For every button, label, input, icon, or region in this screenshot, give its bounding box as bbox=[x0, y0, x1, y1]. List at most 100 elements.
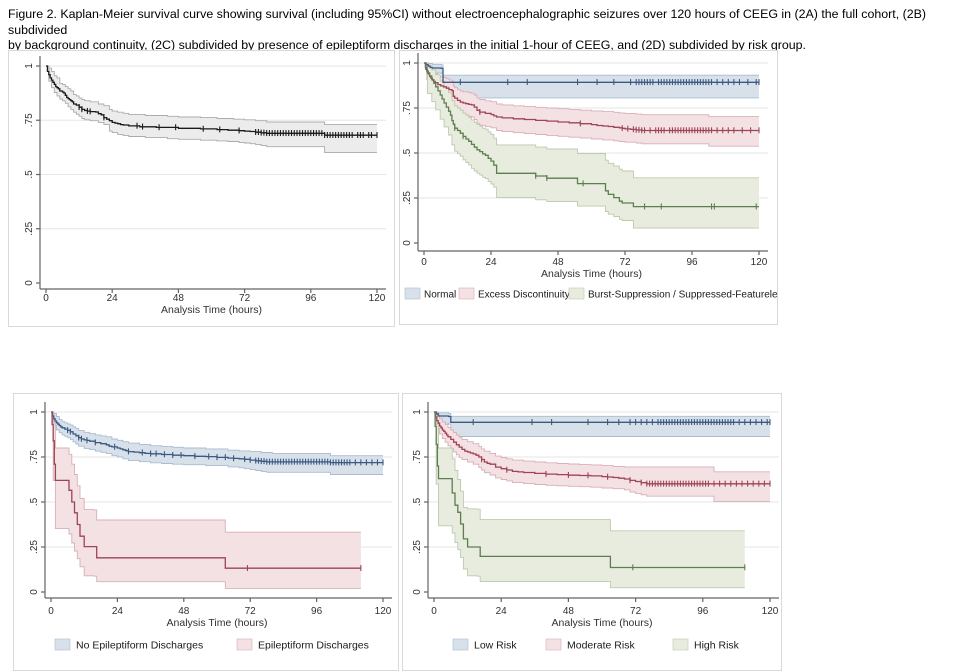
x-tick-label: 0 bbox=[48, 606, 54, 617]
legend-swatch-normal bbox=[404, 287, 421, 300]
x-tick-label: 120 bbox=[751, 257, 768, 268]
y-tick-label: 1 bbox=[29, 409, 40, 415]
x-axis: 0 24 48 72 96 120 Analysis Time (hours) bbox=[428, 597, 779, 629]
y-tick-label: 1 bbox=[402, 60, 413, 66]
x-tick-label: 48 bbox=[563, 606, 575, 617]
legend-item-excess-discontinuity: Excess Discontinuity bbox=[458, 287, 570, 301]
x-tick-label: 96 bbox=[697, 606, 709, 617]
x-tick-label: 48 bbox=[552, 257, 564, 268]
km-line-epileptiform-discharges bbox=[51, 411, 361, 569]
x-axis: 0 24 48 72 96 120 Analysis Time (hours) bbox=[418, 250, 768, 280]
x-axis-title: Analysis Time (hours) bbox=[161, 304, 262, 316]
censor-ticks-full-cohort bbox=[78, 104, 378, 139]
x-tick-label: 24 bbox=[496, 606, 508, 617]
km-line-low-risk bbox=[434, 411, 770, 423]
legend: Low Risk Moderate Risk High Risk bbox=[452, 638, 740, 652]
km-line-burst-suppression bbox=[424, 62, 759, 208]
panel-2a-full-cohort: 0 24 48 72 96 120 Analysis Time (hours) 0 .25 .5.… bbox=[8, 50, 395, 327]
x-axis-title: Analysis Time (hours) bbox=[167, 617, 268, 629]
x-axis: 0 24 48 72 96 120 Analysis Time (hours) bbox=[45, 597, 392, 629]
y-tick-label: 0 bbox=[412, 589, 423, 595]
y-tick-label: 1 bbox=[412, 409, 423, 415]
x-tick-label: 0 bbox=[421, 257, 427, 268]
legend-swatch-moderate-risk bbox=[545, 638, 562, 651]
x-tick-label: 48 bbox=[178, 606, 190, 617]
km-line-normal bbox=[424, 62, 759, 83]
x-tick-label: 24 bbox=[112, 606, 124, 617]
censor-ticks-burst-suppression bbox=[454, 124, 757, 210]
censor-ticks-epileptiform-discharges bbox=[246, 565, 362, 572]
y-tick-label: .5 bbox=[29, 497, 40, 506]
censor-ticks-no-epileptiform-discharges bbox=[67, 427, 384, 466]
y-tick-label: .25 bbox=[402, 191, 413, 205]
x-tick-label: 120 bbox=[762, 606, 779, 617]
legend-swatch-epileptiform-discharges bbox=[236, 638, 253, 651]
ci-band-full-cohort bbox=[46, 65, 377, 154]
x-tick-label: 72 bbox=[239, 293, 251, 304]
panel-2c-epileptiform-discharges: 0 24 48 72 96 120 Analysis Time (hours) 0 .25 .5.… bbox=[13, 393, 399, 671]
y-axis: 0 .25 .5 .75 1 bbox=[402, 53, 419, 251]
legend-swatch-high-risk bbox=[672, 638, 689, 651]
legend-label-burst-suppression: Burst-Suppression / Suppressed-Featurele… bbox=[588, 290, 777, 301]
y-tick-label: .75 bbox=[402, 101, 413, 115]
censor-ticks-excess-discontinuity bbox=[479, 108, 760, 134]
panel-2d-risk-group: 0 24 48 72 96 120 Analysis Time (hours) 0 .25 .5 .… bbox=[402, 393, 782, 671]
km-line-high-risk bbox=[434, 411, 745, 569]
y-tick-label: .75 bbox=[29, 450, 40, 464]
km-chart-2d-risk-group: 0 24 48 72 96 120 Analysis Time (hours) 0 .25 .5 .… bbox=[412, 402, 779, 652]
legend-label-excess-discontinuity: Excess Discontinuity bbox=[478, 290, 570, 301]
legend-item-no-epileptiform-discharges: No Epileptiform Discharges bbox=[54, 638, 203, 652]
legend-item-epileptiform-discharges: Epileptiform Discharges bbox=[236, 638, 369, 652]
legend-item-moderate-risk: Moderate Risk bbox=[545, 638, 635, 652]
panel-2b-background-continuity: 0 24 48 72 96 120 Analysis Time (hours) 0 .25 .5.… bbox=[399, 50, 778, 325]
y-axis: 0 .25 .5 .75 1 bbox=[29, 402, 46, 598]
y-tick-label: 0 bbox=[24, 280, 35, 286]
y-tick-label: 1 bbox=[24, 63, 35, 69]
y-tick-label: .75 bbox=[412, 450, 423, 464]
ci-band-high-risk bbox=[434, 411, 745, 589]
legend-item-high-risk: High Risk bbox=[672, 638, 740, 652]
legend-swatch-excess-discontinuity bbox=[458, 287, 475, 300]
legend: Normal Excess Discontinuity Burst-Suppress… bbox=[404, 287, 777, 301]
y-axis: 0 .25 .5 .75 1 bbox=[412, 402, 429, 598]
ci-band-epileptiform-discharges bbox=[51, 411, 361, 589]
y-tick-label: .5 bbox=[412, 497, 423, 506]
y-tick-label: .75 bbox=[24, 113, 35, 127]
legend-swatch-burst-suppression bbox=[568, 287, 585, 300]
legend-item-burst-suppression: Burst-Suppression / Suppressed-Featurele… bbox=[568, 287, 777, 301]
y-tick-label: .5 bbox=[24, 170, 35, 179]
legend-label-low-risk: Low Risk bbox=[474, 640, 517, 652]
y-tick-label: .25 bbox=[412, 540, 423, 554]
x-tick-label: 0 bbox=[43, 293, 49, 304]
y-tick-label: .25 bbox=[29, 540, 40, 554]
legend-label-high-risk: High Risk bbox=[694, 640, 740, 652]
x-tick-label: 72 bbox=[630, 606, 642, 617]
legend: No Epileptiform Discharges Epileptiform D… bbox=[54, 638, 369, 652]
x-axis-title: Analysis Time (hours) bbox=[552, 617, 653, 629]
legend-item-low-risk: Low Risk bbox=[452, 638, 517, 652]
x-tick-label: 96 bbox=[311, 606, 323, 617]
x-tick-label: 96 bbox=[305, 293, 317, 304]
x-tick-label: 72 bbox=[245, 606, 257, 617]
y-tick-label: .5 bbox=[402, 148, 413, 157]
x-tick-label: 24 bbox=[485, 257, 497, 268]
km-chart-2b-background-continuity: 0 24 48 72 96 120 Analysis Time (hours) 0 .25 .5.… bbox=[402, 53, 777, 301]
censor-ticks-high-risk bbox=[632, 564, 746, 571]
legend-item-normal: Normal bbox=[404, 287, 456, 301]
km-chart-2c-epileptiform-discharges: 0 24 48 72 96 120 Analysis Time (hours) 0 .25 .5.… bbox=[29, 402, 392, 652]
x-tick-label: 72 bbox=[619, 257, 631, 268]
x-tick-label: 120 bbox=[375, 606, 392, 617]
legend-label-moderate-risk: Moderate Risk bbox=[567, 640, 635, 652]
figure-caption: Figure 2. Kaplan-Meier survival curve sh… bbox=[8, 7, 962, 54]
y-tick-label: 0 bbox=[402, 240, 413, 246]
x-axis-title: Analysis Time (hours) bbox=[541, 268, 642, 280]
censor-ticks-low-risk bbox=[472, 419, 771, 426]
legend-swatch-no-epileptiform-discharges bbox=[54, 638, 71, 651]
legend-swatch-low-risk bbox=[452, 638, 469, 651]
ci-band-burst-suppression bbox=[424, 62, 759, 229]
km-line-full-cohort bbox=[46, 65, 377, 136]
censor-ticks-moderate-risk bbox=[481, 456, 771, 487]
x-tick-label: 120 bbox=[369, 293, 386, 304]
x-axis: 0 24 48 72 96 120 Analysis Time (hours) bbox=[40, 288, 386, 316]
